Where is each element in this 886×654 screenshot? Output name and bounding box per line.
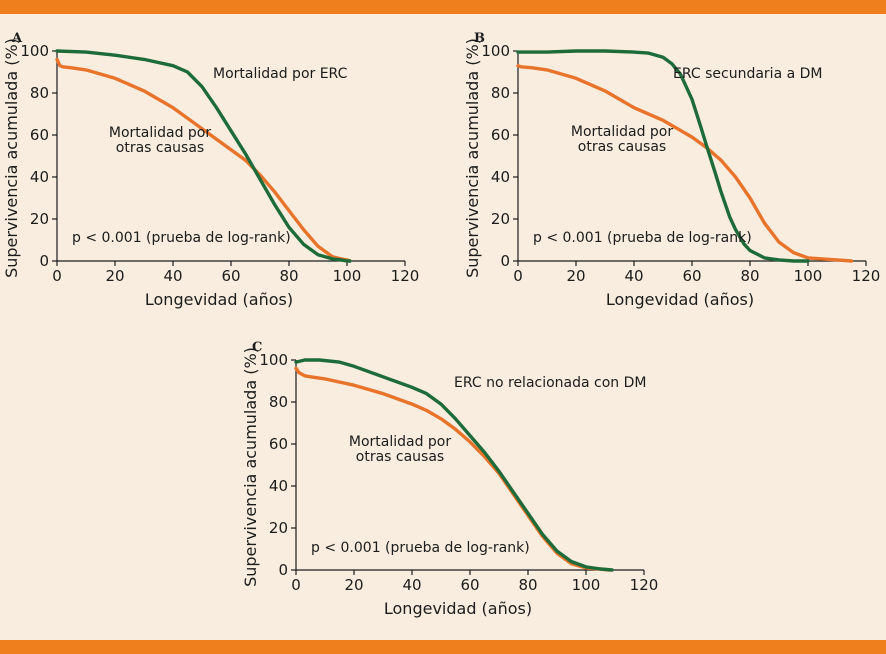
top-orange-band xyxy=(0,0,886,14)
series-line-erc xyxy=(294,358,614,572)
y-tick-label: 100 xyxy=(20,42,49,60)
series-annotation: otras causas xyxy=(116,140,204,156)
x-tick-label: 100 xyxy=(572,576,601,594)
x-axis-title: Longevidad (años) xyxy=(145,290,293,309)
y-tick-label: 40 xyxy=(30,168,49,186)
x-axis-title: Longevidad (años) xyxy=(384,599,532,618)
x-tick-label: 80 xyxy=(279,267,298,285)
y-axis-title: Supervivencia acumulada (%) xyxy=(241,347,260,587)
series-annotation: Mortalidad por xyxy=(349,434,452,450)
y-tick-label: 20 xyxy=(30,210,49,228)
panel-letter: C xyxy=(252,340,262,355)
y-tick-label: 40 xyxy=(269,477,288,495)
y-tick-label: 100 xyxy=(259,351,288,369)
x-tick-label: 60 xyxy=(221,267,240,285)
x-tick-label: 0 xyxy=(291,576,301,594)
x-tick-label: 60 xyxy=(460,576,479,594)
x-tick-label: 40 xyxy=(163,267,182,285)
series-line-otras-causas xyxy=(294,366,611,572)
x-tick-label: 20 xyxy=(105,267,124,285)
x-tick-label: 80 xyxy=(740,267,759,285)
y-tick-label: 20 xyxy=(491,210,510,228)
y-tick-label: 60 xyxy=(269,435,288,453)
series-annotation: Mortalidad por ERC xyxy=(213,66,348,82)
x-tick-label: 80 xyxy=(518,576,537,594)
y-tick-label: 60 xyxy=(491,126,510,144)
y-tick-label: 80 xyxy=(269,393,288,411)
y-tick-label: 100 xyxy=(481,42,510,60)
bottom-orange-band xyxy=(0,640,886,654)
series-line-erc xyxy=(55,49,352,263)
x-tick-label: 120 xyxy=(630,576,659,594)
x-tick-label: 0 xyxy=(513,267,523,285)
x-tick-label: 60 xyxy=(682,267,701,285)
panel-letter: B xyxy=(474,31,485,46)
series-annotation: otras causas xyxy=(578,139,666,155)
series-annotation: otras causas xyxy=(356,449,444,465)
x-tick-label: 0 xyxy=(52,267,62,285)
p-value-note: p < 0.001 (prueba de log-rank) xyxy=(311,540,530,556)
p-value-note: p < 0.001 (prueba de log-rank) xyxy=(533,230,752,246)
x-tick-label: 40 xyxy=(402,576,421,594)
y-axis-title: Supervivencia acumulada (%) xyxy=(463,38,482,278)
x-tick-label: 120 xyxy=(852,267,881,285)
x-tick-label: 100 xyxy=(333,267,362,285)
x-tick-label: 20 xyxy=(344,576,363,594)
series-line-erc xyxy=(516,49,810,263)
y-tick-label: 80 xyxy=(491,84,510,102)
y-tick-label: 0 xyxy=(500,252,510,270)
series-annotation: ERC secundaria a DM xyxy=(673,66,822,82)
y-tick-label: 80 xyxy=(30,84,49,102)
x-tick-label: 120 xyxy=(391,267,420,285)
series-annotation: Mortalidad por xyxy=(109,125,212,141)
x-tick-label: 20 xyxy=(566,267,585,285)
y-tick-label: 0 xyxy=(39,252,49,270)
y-axis-title: Supervivencia acumulada (%) xyxy=(2,38,21,278)
series-annotation: ERC no relacionada con DM xyxy=(454,375,647,391)
y-tick-label: 40 xyxy=(491,168,510,186)
p-value-note: p < 0.001 (prueba de log-rank) xyxy=(72,230,291,246)
panel-letter: A xyxy=(11,31,23,46)
x-tick-label: 40 xyxy=(624,267,643,285)
series-line-otras-causas xyxy=(55,57,352,263)
y-tick-label: 0 xyxy=(278,561,288,579)
x-tick-label: 100 xyxy=(794,267,823,285)
y-tick-label: 20 xyxy=(269,519,288,537)
y-tick-label: 60 xyxy=(30,126,49,144)
series-annotation: Mortalidad por xyxy=(571,124,674,140)
x-axis-title: Longevidad (años) xyxy=(606,290,754,309)
